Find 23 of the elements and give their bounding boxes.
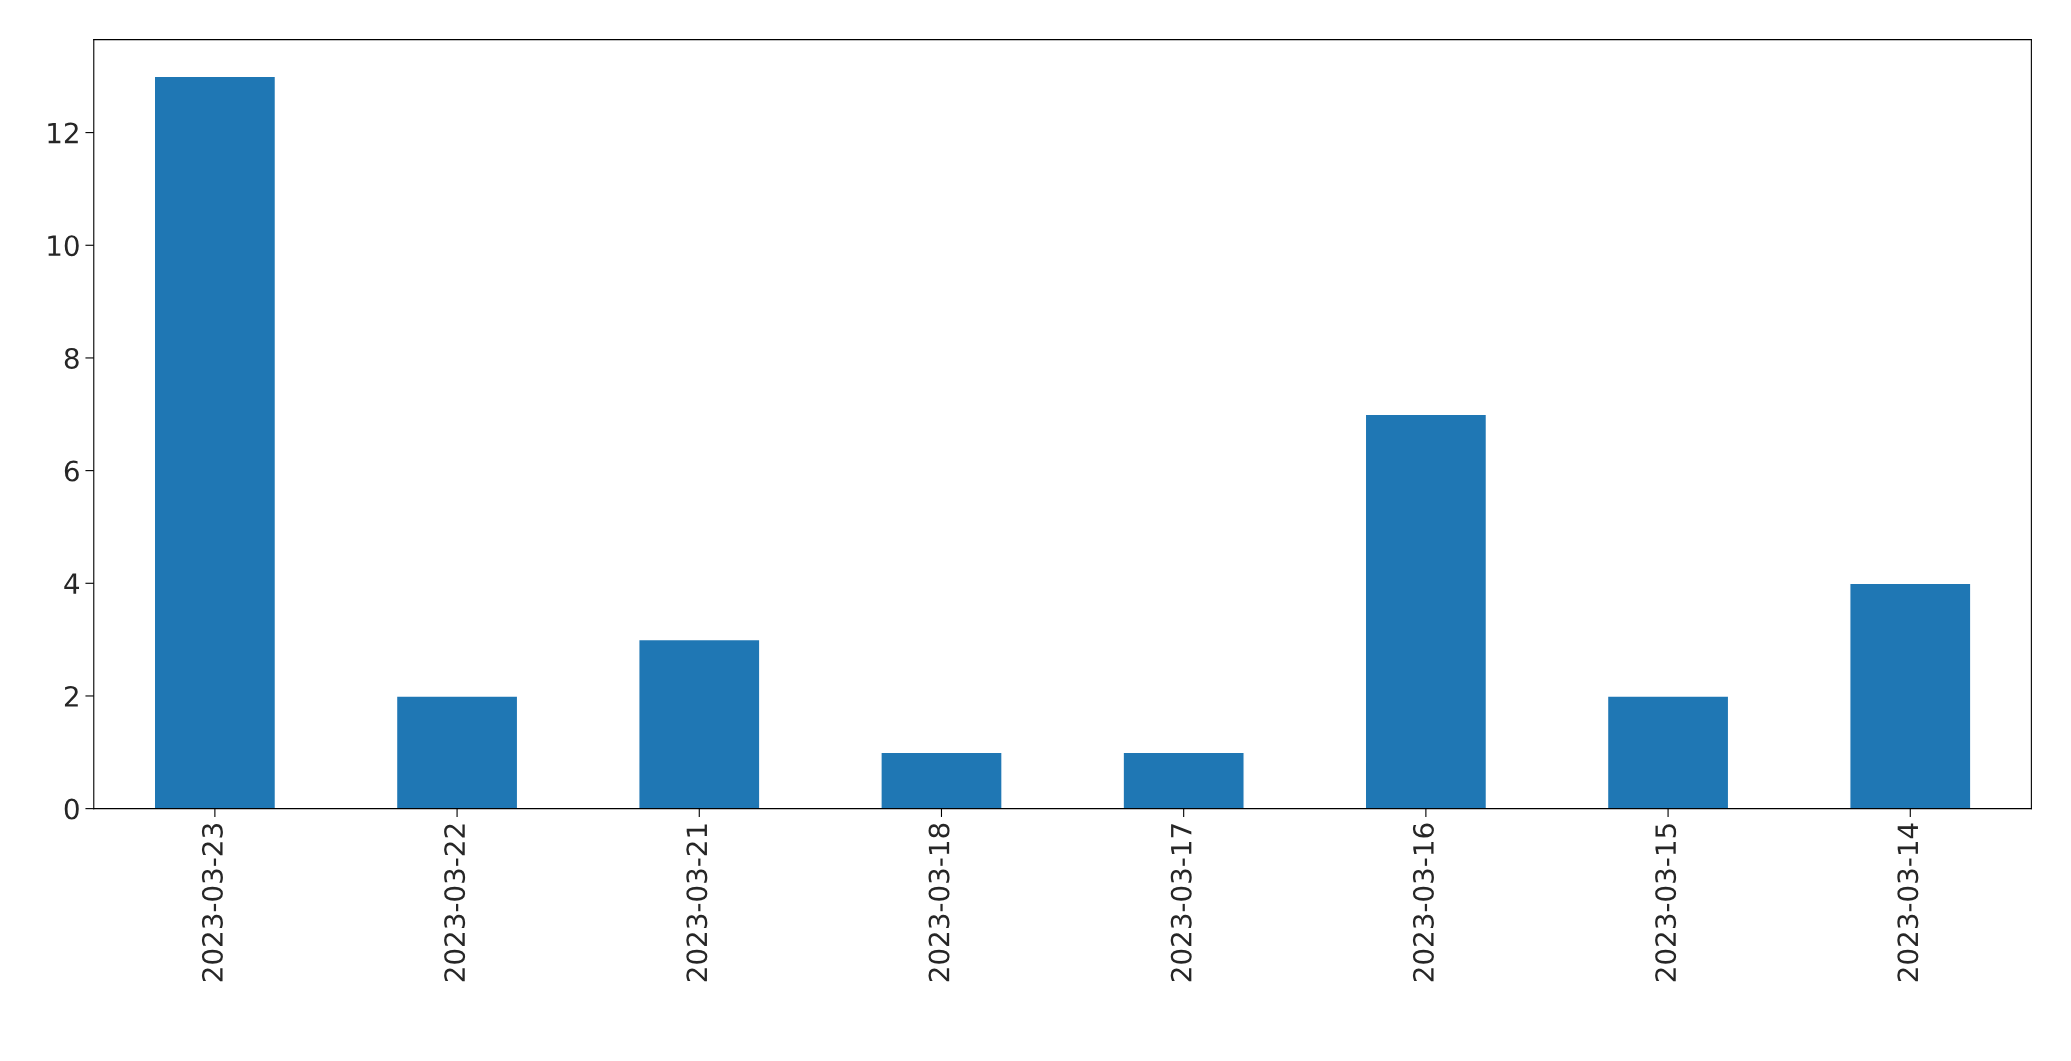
bar [153,75,277,809]
x-tick-label: 2023-03-16 [1412,823,1434,982]
y-tick-label: 10 [48,235,79,257]
bar [1606,695,1730,809]
bar [880,751,1003,809]
bar [638,638,761,809]
x-tick-label: 2023-03-23 [201,824,223,982]
bar [1364,413,1488,809]
y-tick-label: 6 [64,460,79,482]
x-tick-label: 2023-03-21 [686,824,708,982]
x-tick-label: 2023-03-17 [1170,824,1192,982]
y-tick-label: 0 [64,798,79,820]
y-tick-label: 8 [64,347,79,369]
x-tick-label: 2023-03-14 [1897,823,1919,982]
y-tick-label: 4 [64,573,80,594]
y-tick-label: 2 [64,685,78,707]
x-tick-label: 2023-03-18 [928,823,950,982]
bar [1849,582,1972,809]
bar [395,695,519,809]
y-tick-label: 12 [48,122,78,144]
x-tick-label: 2023-03-15 [1655,824,1677,982]
bar [1122,751,1245,809]
x-tick-label: 2023-03-22 [444,824,466,982]
